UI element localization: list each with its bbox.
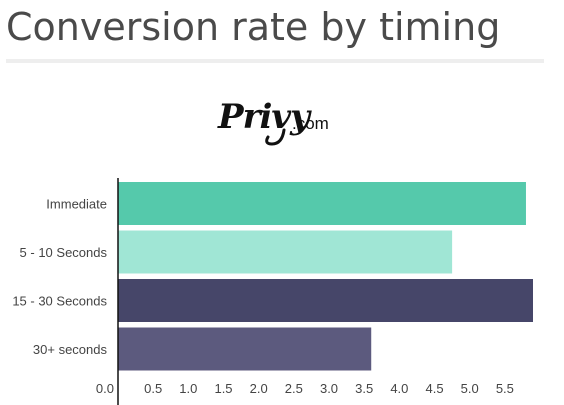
x-tick-label-2: 1.0 — [179, 381, 197, 396]
svg-text:Privy: Privy — [217, 97, 312, 137]
x-tick-label-7: 3.5 — [355, 381, 373, 396]
bar-2 — [118, 279, 533, 322]
title-divider — [6, 59, 544, 63]
category-label-2: 15 - 30 Seconds — [12, 294, 107, 309]
x-tick-label-3: 1.5 — [214, 381, 232, 396]
bar-1 — [118, 230, 453, 274]
x-tick-label-0: 0.0 — [96, 381, 114, 396]
bar-chart: Immediate 5 - 10 Seconds 15 - 30 Seconds 30… — [12, 178, 533, 405]
x-axis-ticks: 0.0 0.5 1.0 1.5 2.0 2.5 3.0 3.5 4.0 4.5 5.0 5.5 — [96, 381, 514, 396]
privy-logo: Privy .com — [217, 97, 329, 146]
x-tick-label-1: 0.5 — [144, 381, 162, 396]
category-label-0: Immediate — [46, 197, 107, 212]
page-title: Conversion rate by timing — [6, 5, 501, 49]
x-tick-label-4: 2.0 — [250, 381, 268, 396]
bar-0 — [118, 182, 526, 225]
category-label-1: 5 - 10 Seconds — [20, 245, 108, 260]
x-tick-label-8: 4.0 — [390, 381, 408, 396]
chart-bars — [118, 182, 533, 371]
x-tick-label-5: 2.5 — [285, 381, 303, 396]
x-tick-label-6: 3.0 — [320, 381, 338, 396]
category-labels: Immediate 5 - 10 Seconds 15 - 30 Seconds 30… — [12, 197, 107, 358]
category-label-3: 30+ seconds — [33, 342, 108, 357]
bar-3 — [118, 327, 372, 371]
x-tick-label-11: 5.5 — [496, 381, 514, 396]
x-tick-label-9: 4.5 — [425, 381, 443, 396]
svg-text:.com: .com — [292, 114, 329, 133]
x-tick-label-10: 5.0 — [461, 381, 479, 396]
